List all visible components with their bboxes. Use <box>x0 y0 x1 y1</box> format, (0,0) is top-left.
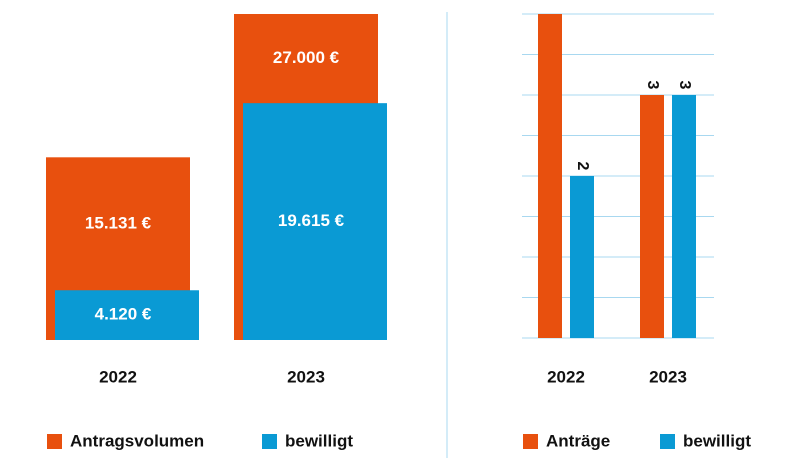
value-label: 3 <box>676 81 693 90</box>
bar <box>570 176 594 338</box>
value-label: 4.120 € <box>95 305 152 324</box>
value-label: 3 <box>644 81 661 90</box>
bar <box>55 290 199 340</box>
bar <box>243 103 387 340</box>
x-tick-label: 2023 <box>649 367 687 386</box>
legend-swatch <box>262 434 277 449</box>
legend-label: Anträge <box>546 431 610 450</box>
x-tick-label: 2022 <box>99 367 137 386</box>
legend-label: Antragsvolumen <box>70 431 204 450</box>
bar <box>640 95 664 338</box>
legend-swatch <box>523 434 538 449</box>
value-label: 19.615 € <box>278 211 345 230</box>
legend-label: bewilligt <box>285 431 353 450</box>
x-tick-label: 2023 <box>287 367 325 386</box>
value-label: 27.000 € <box>273 48 340 67</box>
x-tick-label: 2022 <box>547 367 585 386</box>
bar <box>538 14 562 338</box>
value-label: 2 <box>574 162 591 171</box>
legend-swatch <box>47 434 62 449</box>
bar <box>672 95 696 338</box>
legend-label: bewilligt <box>683 431 751 450</box>
legend-swatch <box>660 434 675 449</box>
value-label: 15.131 € <box>85 213 152 232</box>
